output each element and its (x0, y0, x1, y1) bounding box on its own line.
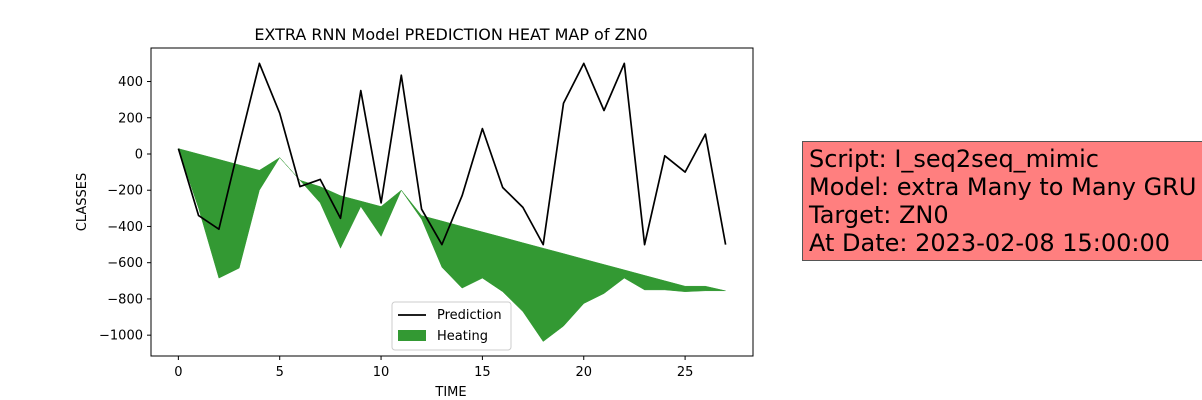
info-model: Model: extra Many to Many GRU (809, 173, 1197, 201)
x-tick-label: 0 (174, 365, 182, 380)
y-axis: 400 200 0 −200 −400 −600 −800 −1000 (99, 75, 151, 344)
x-axis: 0 5 10 15 20 25 (174, 356, 693, 380)
info-target: Target: ZN0 (809, 201, 949, 229)
x-tick-label: 15 (474, 365, 491, 380)
chart: EXTRA RNN Model PREDICTION HEAT MAP of Z… (75, 25, 754, 400)
y-tick-label: 200 (118, 111, 143, 126)
x-tick-label: 5 (276, 365, 284, 380)
legend-heating-swatch (398, 330, 426, 341)
heating-area (178, 148, 726, 342)
legend-heating-label: Heating (437, 329, 488, 344)
y-tick-label: −600 (107, 256, 143, 271)
prediction-line (177, 62, 727, 246)
x-axis-title: TIME (434, 385, 466, 400)
legend: Prediction Heating (391, 301, 512, 351)
info-script: Script: I_seq2seq_mimic (809, 145, 1099, 173)
legend-prediction-label: Prediction (437, 308, 502, 323)
y-tick-label: −200 (107, 184, 143, 199)
x-tick-label: 10 (373, 365, 390, 380)
y-tick-label: −800 (107, 292, 143, 307)
y-axis-title: CLASSES (75, 173, 90, 231)
info-box: Script: I_seq2seq_mimic Model: extra Man… (802, 141, 1202, 261)
x-tick-label: 25 (677, 365, 694, 380)
x-tick-label: 20 (575, 365, 592, 380)
plot-area (177, 62, 727, 342)
y-tick-label: 400 (118, 75, 143, 90)
plot-frame (150, 47, 754, 357)
info-date: At Date: 2023-02-08 15:00:00 (809, 229, 1171, 257)
y-tick-label: −400 (107, 220, 143, 235)
y-tick-label: −1000 (99, 329, 143, 344)
chart-title: EXTRA RNN Model PREDICTION HEAT MAP of Z… (254, 25, 647, 44)
y-tick-label: 0 (135, 147, 143, 162)
